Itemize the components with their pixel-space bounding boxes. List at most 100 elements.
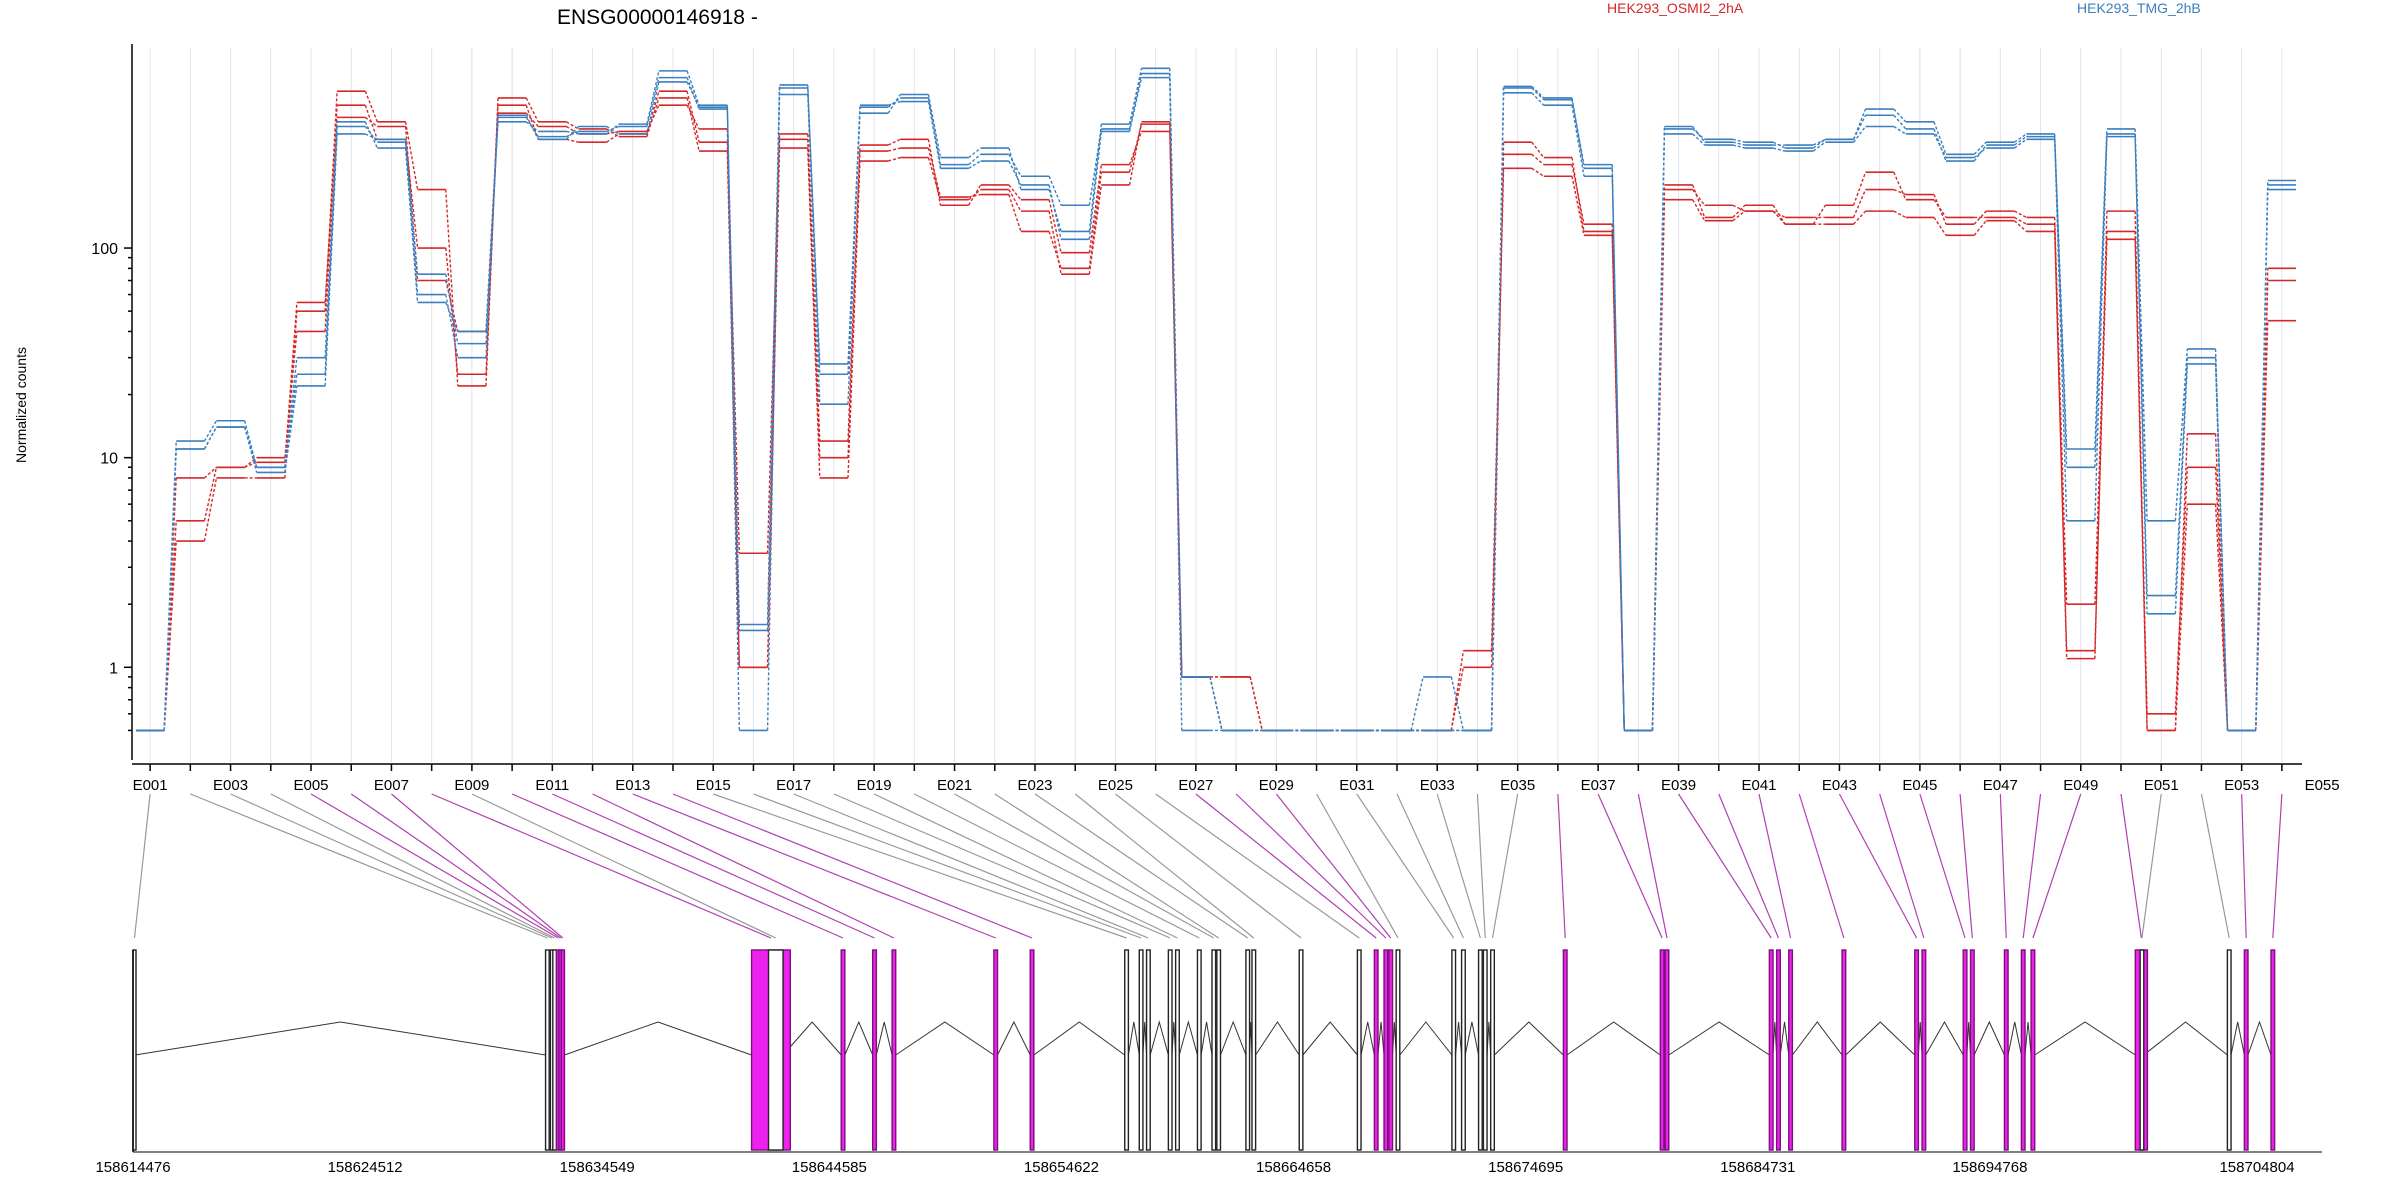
exon-connector-step (968, 160, 982, 169)
exon-connector-step (1732, 210, 1746, 222)
exon-connector-step (1692, 199, 1706, 222)
exon-connector (1436, 793, 1481, 939)
exon-connector (632, 793, 996, 939)
exon-connector-step (807, 147, 821, 479)
exon-connector-step (1812, 141, 1826, 152)
exon-connector-step (1611, 168, 1625, 731)
exon-connector-step (1893, 114, 1907, 130)
x-tick-label: E017 (776, 777, 811, 794)
intron (2034, 1021, 2136, 1056)
exon-box (1373, 949, 1379, 1151)
exon-connector (1396, 793, 1464, 939)
exon-connector-step (1128, 131, 1143, 165)
x-tick-label: E009 (454, 777, 489, 794)
exon-box (1659, 949, 1665, 1151)
exon-connector-step (1048, 199, 1062, 253)
exon-connector-step (1531, 85, 1545, 99)
series-line (136, 90, 2296, 732)
exon-connector-step (364, 104, 378, 140)
exon-connector (1879, 793, 1925, 939)
exon-connector (713, 793, 1127, 939)
exon-box (1029, 949, 1035, 1151)
y-tick-label: 1 (109, 660, 118, 677)
exon-connector-step (1933, 133, 1947, 158)
chart-title: ENSG00000146918 - (557, 6, 758, 29)
intron (895, 1021, 995, 1056)
exon-connector-step (1853, 126, 1867, 143)
exon-connector-step (364, 90, 378, 123)
exon-connector-step (1692, 126, 1706, 143)
exon-connector-step (243, 426, 258, 473)
exon-connector (873, 793, 1178, 939)
exon-connector (350, 793, 562, 939)
exon-connector-step (726, 105, 741, 625)
x-tick-label: E039 (1661, 777, 1696, 794)
genomic-coordinate-label: 158614476 (95, 1159, 170, 1176)
exon-connector (1919, 793, 1966, 939)
series-line (136, 76, 2296, 732)
x-tick-label: E041 (1741, 777, 1776, 794)
exon-connector (2022, 793, 2042, 939)
exon-connector (1115, 793, 1302, 939)
exon-connector-step (927, 147, 942, 198)
exon-box (1921, 949, 1927, 1151)
exon-connector-step (1008, 194, 1022, 232)
exon-box (1962, 949, 1968, 1151)
x-tick-label: E013 (615, 777, 650, 794)
exon-connector (1491, 793, 1519, 939)
exon-connector-step (2174, 348, 2189, 521)
exon-box (1914, 949, 1920, 1151)
x-tick-label: E053 (2224, 777, 2259, 794)
exon-connector-step (1450, 676, 1465, 731)
exon-connector-step (1008, 189, 1022, 212)
exon-box (2139, 949, 2145, 1151)
exon-connector-step (1973, 220, 1987, 236)
intron (844, 1020, 874, 1056)
exon-box (544, 949, 550, 1151)
intron (1255, 1021, 1300, 1056)
x-tick-label: E045 (1902, 777, 1937, 794)
exon-connector-step (1410, 676, 1424, 731)
x-tick-label: E005 (293, 777, 328, 794)
x-tick-label: E007 (374, 777, 409, 794)
exon-connector-step (284, 331, 298, 458)
exon-connector (1959, 793, 1973, 939)
exon-connector-step (203, 467, 218, 521)
exon-connector-step (2014, 216, 2027, 225)
exon-connector (1798, 793, 1845, 939)
y-tick-label: 10 (100, 451, 118, 468)
exon-connector-step (807, 87, 821, 364)
exon-connector-step (1571, 176, 1585, 236)
exon-connector-step (1933, 217, 1947, 236)
exon-connector-step (1088, 131, 1103, 240)
exon-connector-step (566, 130, 579, 135)
intron (1302, 1021, 1358, 1056)
genomic-coordinate-label: 158654622 (1024, 1159, 1099, 1176)
exon-connector-step (2014, 210, 2027, 219)
exon-box (1298, 949, 1304, 1151)
exon-box (2270, 949, 2276, 1151)
exon-connector-step (1651, 133, 1666, 731)
exon-connector-step (1732, 204, 1746, 218)
exon-connector-step (847, 105, 861, 405)
exon-connector (1074, 793, 1255, 939)
exon-connector-step (1088, 184, 1103, 275)
intron (782, 1021, 842, 1056)
exon-connector-step (1973, 210, 1987, 225)
exon-connector-step (243, 420, 258, 468)
x-tick-label: E015 (696, 777, 731, 794)
x-tick-label: E021 (937, 777, 972, 794)
exon-box (1356, 949, 1362, 1151)
exon-connectors (133, 793, 2283, 939)
exon-connector-step (284, 357, 298, 468)
exon-connector-step (1692, 128, 1706, 140)
exon-connector (793, 793, 1149, 939)
exon-connector-step (1450, 667, 1465, 731)
exon-connector-step (404, 142, 419, 275)
genomic-coordinate-label: 158694768 (1952, 1159, 2027, 1176)
exon-connector-step (2174, 504, 2189, 731)
exon-connector-step (2053, 139, 2068, 521)
x-tick-label: E033 (1420, 777, 1455, 794)
exon-connector-step (888, 147, 901, 152)
exon-connector (914, 793, 1200, 939)
